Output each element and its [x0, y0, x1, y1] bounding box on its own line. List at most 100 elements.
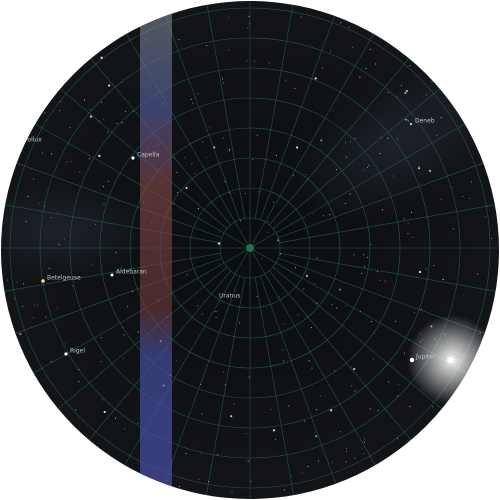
star — [39, 53, 41, 55]
star — [103, 410, 106, 414]
star — [98, 154, 101, 157]
star — [283, 360, 285, 362]
star — [268, 62, 270, 64]
star — [407, 120, 409, 122]
star — [248, 376, 250, 378]
star — [213, 146, 216, 149]
star — [184, 157, 186, 159]
star — [401, 51, 404, 54]
star — [332, 110, 334, 112]
grid-meridian — [279, 252, 499, 311]
star — [228, 295, 230, 297]
star — [344, 202, 346, 204]
star — [410, 211, 412, 213]
star — [393, 175, 395, 177]
star — [365, 67, 367, 69]
star — [209, 126, 211, 128]
star — [352, 46, 354, 48]
star — [256, 296, 258, 298]
object-dot — [447, 357, 453, 363]
star — [98, 120, 100, 122]
star — [308, 360, 310, 362]
star — [488, 331, 490, 333]
star — [457, 399, 459, 401]
object-label: Betelgeuse — [47, 275, 81, 282]
object-dot — [131, 156, 135, 160]
star — [403, 218, 405, 220]
star — [329, 50, 331, 52]
star — [202, 141, 204, 143]
star — [89, 158, 91, 160]
star — [224, 180, 226, 182]
star — [316, 409, 318, 411]
grid-meridian — [253, 249, 499, 429]
star — [270, 408, 272, 410]
star — [71, 285, 73, 287]
star — [200, 453, 202, 455]
star — [25, 391, 27, 393]
star — [329, 214, 331, 216]
star — [17, 417, 19, 419]
star — [431, 80, 433, 82]
star — [37, 304, 39, 306]
star — [48, 267, 50, 269]
star — [93, 483, 95, 485]
star — [404, 91, 407, 94]
star — [70, 161, 72, 163]
star — [276, 154, 278, 156]
star — [79, 171, 81, 173]
star — [246, 60, 248, 62]
object-label: Rigel — [70, 348, 85, 355]
star — [137, 337, 139, 339]
star — [100, 15, 102, 17]
star — [463, 294, 465, 296]
star — [487, 205, 489, 207]
star — [22, 306, 24, 308]
grid-meridian — [254, 1, 313, 219]
star — [284, 489, 286, 491]
star — [110, 7, 112, 9]
star — [0, 366, 1, 367]
star — [71, 453, 73, 455]
star — [488, 421, 490, 423]
star — [336, 307, 338, 309]
star — [221, 78, 223, 80]
star — [57, 212, 59, 214]
star — [387, 137, 389, 139]
star — [354, 457, 356, 459]
grid-meridian — [126, 1, 241, 220]
star — [363, 441, 365, 443]
star — [274, 438, 276, 440]
star — [317, 460, 319, 462]
grid-meridian — [259, 1, 374, 220]
star — [374, 12, 376, 14]
star — [222, 371, 224, 373]
star — [186, 274, 188, 276]
star — [339, 430, 341, 432]
star — [436, 134, 438, 136]
star — [78, 368, 80, 370]
star — [44, 112, 46, 114]
star — [249, 23, 251, 25]
grid-meridian — [1, 249, 247, 429]
object-label: Uranus — [219, 293, 240, 300]
star — [476, 35, 478, 37]
star — [121, 122, 123, 124]
star — [315, 434, 318, 438]
grid-meridian — [279, 185, 499, 244]
star — [250, 480, 252, 482]
grid-meridian — [253, 67, 499, 247]
star — [56, 85, 58, 87]
star — [345, 448, 347, 450]
star — [231, 491, 233, 493]
zenith-marker — [246, 244, 254, 252]
star — [16, 85, 18, 87]
star — [312, 7, 314, 9]
star — [201, 313, 203, 315]
star — [345, 483, 347, 485]
star — [173, 157, 175, 159]
star — [108, 84, 111, 87]
star — [216, 454, 218, 456]
star — [432, 406, 434, 408]
